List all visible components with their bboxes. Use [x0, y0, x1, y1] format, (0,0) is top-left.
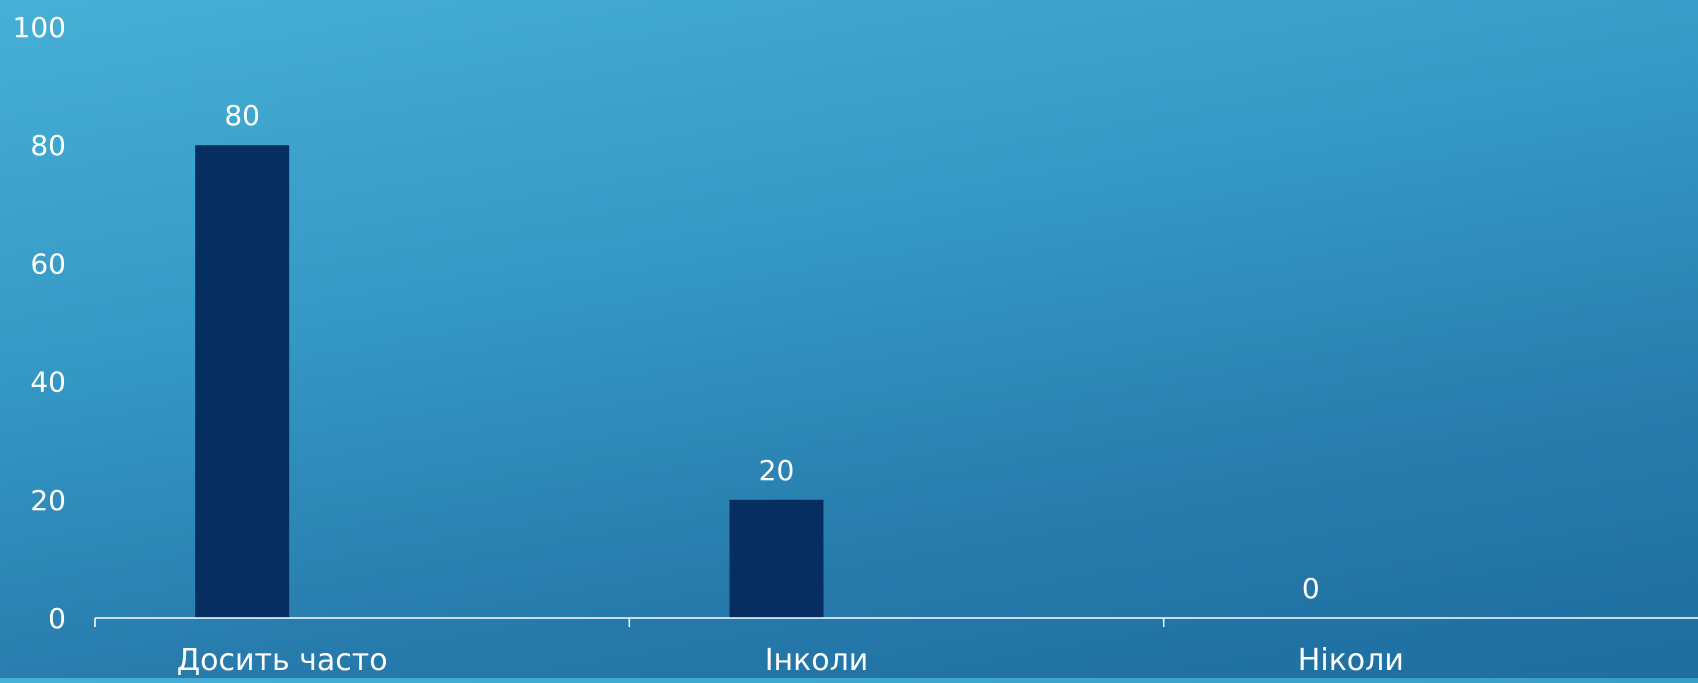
y-tick-label: 80: [30, 129, 66, 162]
bar-data-label: 80: [224, 99, 260, 132]
bar: [195, 145, 290, 618]
bar: [729, 499, 824, 618]
y-tick-label: 20: [30, 484, 66, 517]
data-labels-group: 80 20 0: [224, 99, 1319, 605]
y-tick-label: 40: [30, 366, 66, 399]
y-tick-label: 60: [30, 247, 66, 280]
y-tick-label: 0: [48, 602, 66, 635]
y-tick-label: 100: [13, 11, 66, 44]
x-axis-labels: Досить часто Інколи Ніколи: [177, 643, 1404, 678]
bar-data-label: 20: [759, 454, 795, 487]
x-category-label: Ніколи: [1298, 643, 1404, 678]
bar-data-label: 0: [1302, 572, 1320, 605]
x-category-label: Інколи: [765, 643, 869, 678]
x-category-label: Досить часто: [177, 643, 388, 678]
x-axis: [94, 617, 1698, 627]
y-axis-ticks: 0 20 40 60 80 100: [13, 11, 66, 635]
bars-group: [195, 145, 824, 618]
